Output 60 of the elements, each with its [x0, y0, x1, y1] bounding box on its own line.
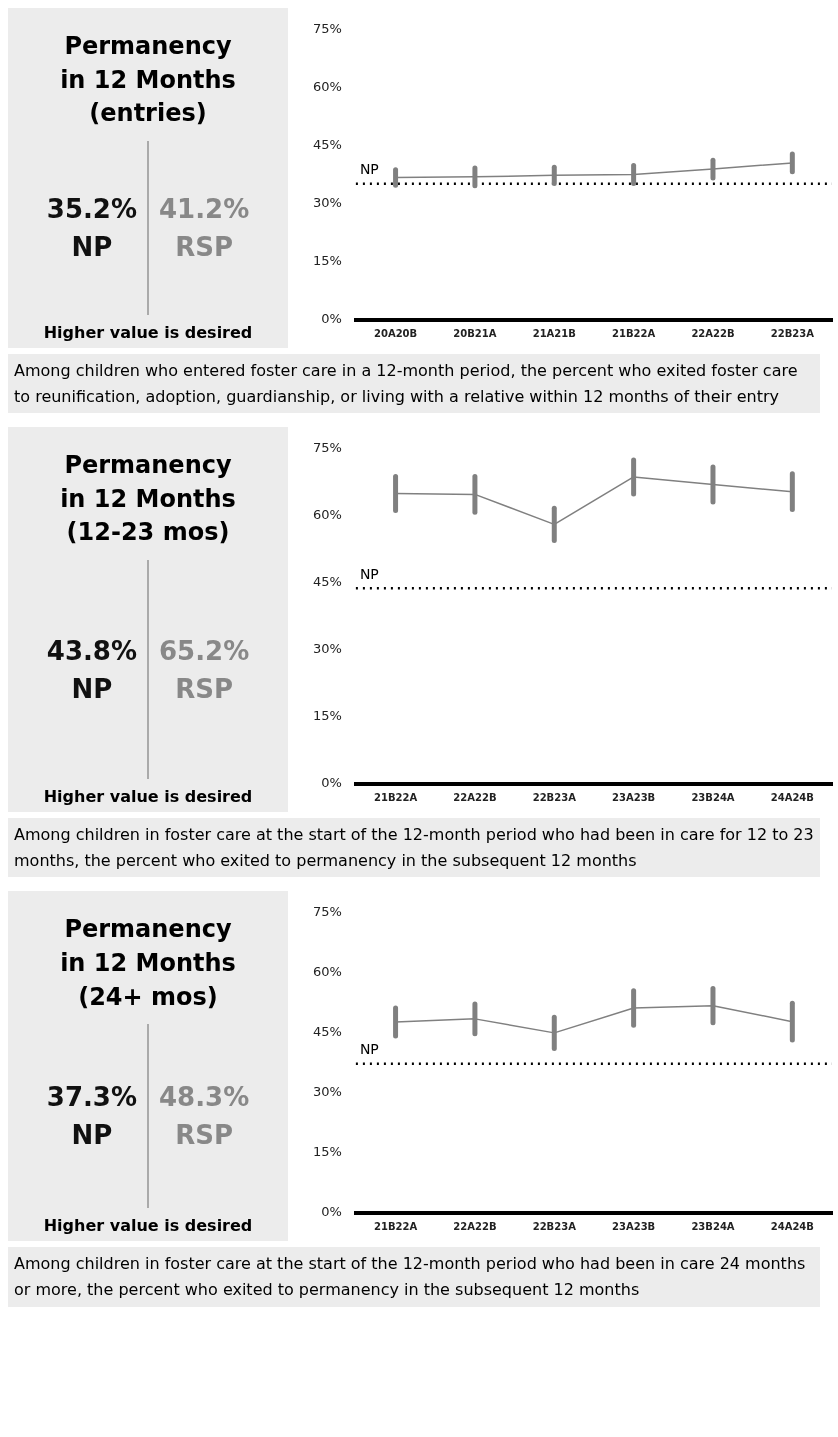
x-tick-label: 22A22B — [453, 1220, 497, 1232]
text: Among children who entered foster care in a 12-month period, the percent who exited foster care to reunification, adoption, guardianship, or living with a relative within 12 months of their entry — [8, 354, 820, 414]
x-tick-label: 22A22B — [691, 327, 735, 339]
x-tick-label: 23B24A — [691, 1220, 735, 1232]
ref-line-label: NP — [359, 1041, 379, 1058]
x-tick-label: 21B22A — [373, 791, 418, 803]
text: NP — [70, 231, 114, 262]
text: Higher value is desired — [43, 1215, 253, 1238]
x-tick-label: 21B22A — [612, 327, 656, 339]
x-tick-label: 22A22B — [453, 791, 497, 803]
x-tick-label: 20B21A — [453, 327, 497, 339]
ref-line-label: NP — [359, 161, 379, 178]
y-tick-label: 45% — [312, 574, 342, 590]
text: Among children in foster care at the start of the 12-month period who had been in care for 12 to 23 months, the percent who exited to permanency in the subsequent 12 months — [8, 818, 820, 878]
text: 43.8% — [46, 635, 137, 666]
text: 37.3% — [46, 1082, 137, 1113]
y-tick-label: 75% — [312, 440, 342, 456]
ref-line-label: NP — [359, 566, 379, 583]
x-tick-label: 24A24B — [770, 1220, 814, 1232]
text: RSP — [174, 1120, 234, 1151]
y-tick-label: 0% — [321, 775, 342, 791]
y-tick-label: 15% — [312, 1144, 342, 1160]
y-tick-label: 0% — [321, 1204, 342, 1220]
text: RSP — [174, 231, 234, 262]
y-tick-label: 0% — [321, 311, 342, 327]
text: Among children in foster care at the start of the 12-month period who had been in care 24 months or more, the percent who exited to permanency in the subsequent 12 months — [8, 1247, 820, 1307]
text: NP — [70, 1120, 114, 1151]
text: 41.2% — [159, 193, 250, 224]
x-tick-label: 23A23B — [612, 791, 656, 803]
text: Permanency in 12 Months (12-23 mos) — [59, 450, 237, 549]
text: RSP — [174, 673, 234, 704]
text: 35.2% — [46, 193, 137, 224]
y-tick-label: 30% — [312, 1084, 342, 1100]
x-tick-label: 23B24A — [691, 791, 735, 803]
y-tick-label: 60% — [312, 507, 342, 523]
x-tick-label: 21A21B — [532, 327, 576, 339]
text: Higher value is desired — [43, 786, 253, 809]
y-tick-label: 30% — [312, 195, 342, 211]
y-tick-label: 45% — [312, 137, 342, 153]
y-tick-label: 60% — [312, 964, 342, 980]
y-tick-label: 75% — [312, 21, 342, 37]
x-tick-label: 24A24B — [770, 791, 814, 803]
x-tick-label: 22B23A — [532, 791, 577, 803]
y-tick-label: 75% — [312, 904, 342, 920]
text: NP — [70, 673, 114, 704]
text: Permanency in 12 Months (entries) — [59, 31, 237, 130]
x-tick-label: 20A20B — [373, 327, 418, 339]
y-tick-label: 15% — [312, 253, 342, 269]
text: 48.3% — [159, 1082, 250, 1113]
y-tick-label: 60% — [312, 79, 342, 95]
text: 65.2% — [159, 635, 250, 666]
y-tick-label: 30% — [312, 641, 342, 657]
y-tick-label: 45% — [312, 1024, 342, 1040]
x-tick-label: 22B23A — [770, 327, 815, 339]
text: Permanency in 12 Months (24+ mos) — [59, 914, 237, 1013]
text: Higher value is desired — [43, 322, 253, 344]
y-tick-label: 15% — [312, 708, 342, 724]
x-tick-label: 23A23B — [612, 1220, 656, 1232]
x-tick-label: 21B22A — [373, 1220, 418, 1232]
x-tick-label: 22B23A — [532, 1220, 577, 1232]
